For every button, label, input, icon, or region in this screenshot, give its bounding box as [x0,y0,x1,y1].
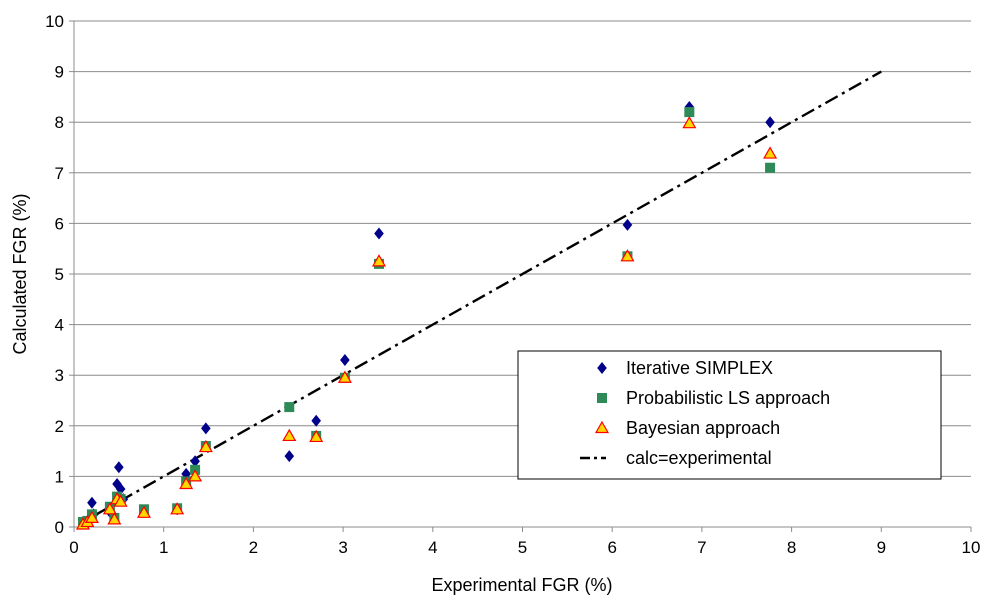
y-axis-label: Calculated FGR (%) [10,193,30,354]
y-tick-label: 8 [55,113,64,132]
legend-swatch-iterative-simplex [597,362,607,374]
y-tick-label: 2 [55,417,64,436]
x-tick-label: 3 [338,538,347,557]
legend: Iterative SIMPLEX Probabilistic LS approa… [517,350,942,480]
bayesian-approach-point [84,510,99,523]
x-tick-label: 4 [428,538,437,557]
legend-label-bayesian-approach: Bayesian approach [626,418,780,438]
iterative-simplex-point [311,414,321,427]
y-tick-label: 3 [55,366,64,385]
x-tick-label: 0 [69,538,78,557]
legend-label-iterative-simplex: Iterative SIMPLEX [626,358,773,378]
bayesian-approach-point [620,249,635,262]
x-tick-label: 2 [249,538,258,557]
iterative-simplex-point [190,455,200,468]
y-tick-label: 1 [55,467,64,486]
data-points [75,101,778,530]
probabilistic-ls-approach-point [284,402,295,413]
bayesian-approach-point [682,116,697,129]
y-tick-label: 10 [45,12,64,31]
y-tick-label: 4 [55,316,64,335]
iterative-simplex-point [114,461,124,474]
bayesian-approach-point [309,429,324,443]
axes [69,20,972,532]
x-tick-label: 10 [962,538,981,557]
bayesian-approach-point [107,512,122,525]
legend-swatch-bayesian-approach [594,420,610,434]
x-tick-label: 1 [159,538,168,557]
bayesian-approach-point [337,370,352,383]
bayesian-approach-point [763,146,778,159]
probabilistic-ls-approach-point [765,162,776,173]
iterative-simplex-point [622,218,633,231]
bayesian-approach-point [113,494,128,507]
x-tick-label: 7 [697,538,706,557]
bayesian-approach-point [179,476,194,490]
reference-line [95,70,882,516]
x-tick-label: 8 [787,538,796,557]
y-tick-label: 5 [55,265,64,284]
y-tick-labels: 0 1 2 3 4 5 6 7 8 9 10 [45,12,64,537]
bayesian-approach-point [102,502,117,515]
calc-equals-experimental-line [95,70,882,516]
iterative-simplex-point [201,422,211,435]
legend-label-calc-experimental: calc=experimental [626,448,772,468]
bayesian-approach-point [282,428,297,442]
x-tick-labels: 0 1 2 3 4 5 6 7 8 9 10 [69,538,980,557]
bayesian-approach-point [188,469,203,482]
bayesian-approach-point [136,505,151,518]
y-tick-label: 9 [55,63,64,82]
iterative-simplex-point [374,227,384,240]
iterative-simplex-point [765,116,775,129]
bayesian-approach-point [371,254,387,267]
y-tick-label: 7 [55,164,64,183]
legend-label-probabilistic-ls-approach: Probabilistic LS approach [626,388,830,408]
bayesian-approach-point [170,502,185,515]
iterative-simplex-point [340,354,350,367]
y-tick-label: 0 [55,518,64,537]
x-tick-label: 9 [877,538,886,557]
x-tick-label: 6 [607,538,616,557]
y-tick-label: 6 [55,214,64,233]
iterative-simplex-point [284,450,295,463]
x-axis-label: Experimental FGR (%) [431,575,612,595]
legend-swatch-probabilistic-ls-approach [597,393,607,403]
probabilistic-ls-approach-point [684,107,695,118]
bayesian-approach-point [198,439,213,453]
x-tick-label: 5 [518,538,527,557]
iterative-simplex-point [87,496,97,509]
